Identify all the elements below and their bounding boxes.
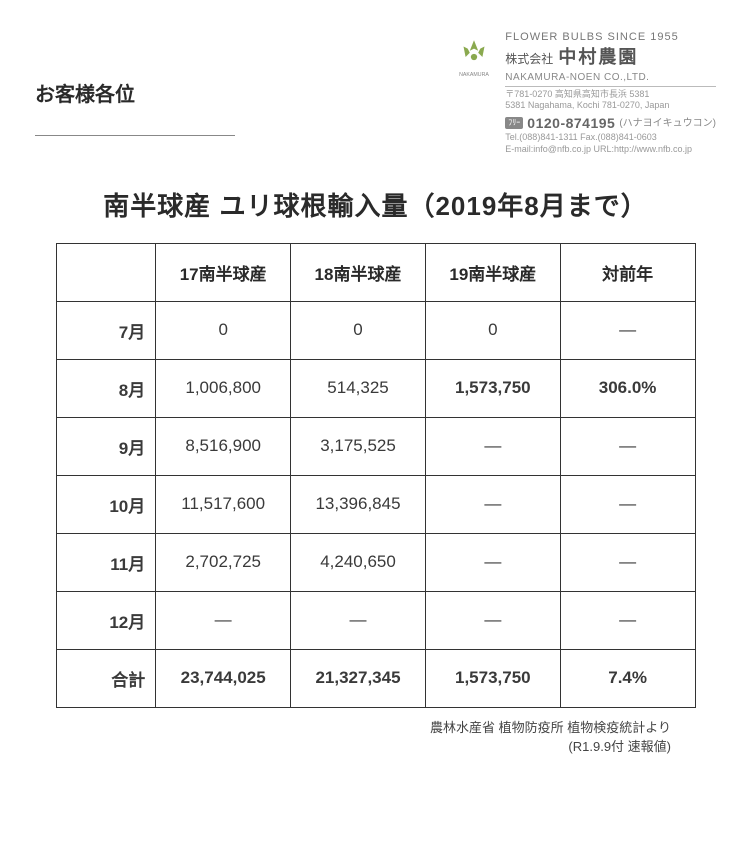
table-header-row: 17南半球産 18南半球産 19南半球産 対前年 [56,243,695,301]
source-note: 農林水産省 植物防疫所 植物検疫統計より (R1.9.9付 速報値) [35,718,671,757]
import-table: 17南半球産 18南半球産 19南半球産 対前年 7月000—8月1,006,8… [56,243,696,708]
table-cell: — [560,475,695,533]
table-row-label: 9月 [56,417,156,475]
table-cell: 1,006,800 [156,359,291,417]
table-cell: — [560,301,695,359]
table-cell: 13,396,845 [291,475,426,533]
table-cell: 23,744,025 [156,649,291,707]
company-block: NAKAMURA FLOWER BULBS SINCE 1955 株式会社 中村… [453,30,716,156]
table-cell: 0 [291,301,426,359]
table-row-label: 12月 [56,591,156,649]
table-cell: — [156,591,291,649]
table-header-col: 対前年 [560,243,695,301]
company-address-en: 5381 Nagahama, Kochi 781-0270, Japan [505,100,716,112]
source-line1: 農林水産省 植物防疫所 植物検疫統計より [35,718,671,738]
table-row: 10月11,517,60013,396,845—— [56,475,695,533]
table-cell: — [425,475,560,533]
company-address-jp: 〒781-0270 高知県高知市長浜 5381 [505,89,716,101]
company-prefix: 株式会社 [505,52,553,66]
table-cell: — [560,417,695,475]
table-cell: 11,517,600 [156,475,291,533]
table-cell: — [425,591,560,649]
freecall-icon: ﾌﾘｰ [505,117,523,129]
company-main: 中村農園 [558,47,638,67]
table-row-label: 7月 [56,301,156,359]
table-cell: — [425,533,560,591]
company-name-en: NAKAMURA-NOEN CO.,LTD. [505,71,716,87]
table-cell: 2,702,725 [156,533,291,591]
table-row-label: 11月 [56,533,156,591]
document-title: 南半球産 ユリ球根輸入量（2019年8月まで） [35,186,716,223]
table-row-label: 10月 [56,475,156,533]
table-cell: 4,240,650 [291,533,426,591]
table-cell: 21,327,345 [291,649,426,707]
table-row-label: 合計 [56,649,156,707]
source-line2: (R1.9.9付 速報値) [35,737,671,757]
table-header-col: 17南半球産 [156,243,291,301]
table-header-col: 19南半球産 [425,243,560,301]
table-row: 8月1,006,800514,3251,573,750306.0% [56,359,695,417]
table-cell: 8,516,900 [156,417,291,475]
customer-block: お客様各位 [35,30,235,136]
company-tagline: FLOWER BULBS SINCE 1955 [505,30,716,44]
table-cell: 306.0% [560,359,695,417]
logo-label: NAKAMURA [459,72,489,78]
table-row: 合計23,744,02521,327,3451,573,7507.4% [56,649,695,707]
company-logo-icon: NAKAMURA [453,36,495,78]
company-tel: 0120-874195 [527,114,615,132]
table-cell: — [291,591,426,649]
table-row: 11月2,702,7254,240,650—— [56,533,695,591]
table-row: 12月———— [56,591,695,649]
table-header-col: 18南半球産 [291,243,426,301]
table-row: 7月000— [56,301,695,359]
table-cell: 7.4% [560,649,695,707]
customer-underline [35,135,235,136]
table-cell: 1,573,750 [425,359,560,417]
table-cell: 3,175,525 [291,417,426,475]
company-name: 株式会社 中村農園 [505,46,716,69]
table-header-blank [56,243,156,301]
table-cell: 1,573,750 [425,649,560,707]
table-row-label: 8月 [56,359,156,417]
header: お客様各位 NAKAMURA FLOWER BULBS SINCE 1955 [35,30,716,156]
table-cell: — [560,533,695,591]
table-cell: — [560,591,695,649]
company-email-url: E-mail:info@nfb.co.jp URL:http://www.nfb… [505,144,716,156]
company-tel-note: (ハナヨイキュウコン) [619,117,716,130]
company-tel-row: ﾌﾘｰ 0120-874195 (ハナヨイキュウコン) [505,114,716,132]
table-cell: 0 [156,301,291,359]
table-cell: 514,325 [291,359,426,417]
customer-title: お客様各位 [35,78,235,107]
table-cell: 0 [425,301,560,359]
table-cell: — [425,417,560,475]
company-tel-fax: Tel.(088)841-1311 Fax.(088)841-0603 [505,132,716,144]
table-row: 9月8,516,9003,175,525—— [56,417,695,475]
